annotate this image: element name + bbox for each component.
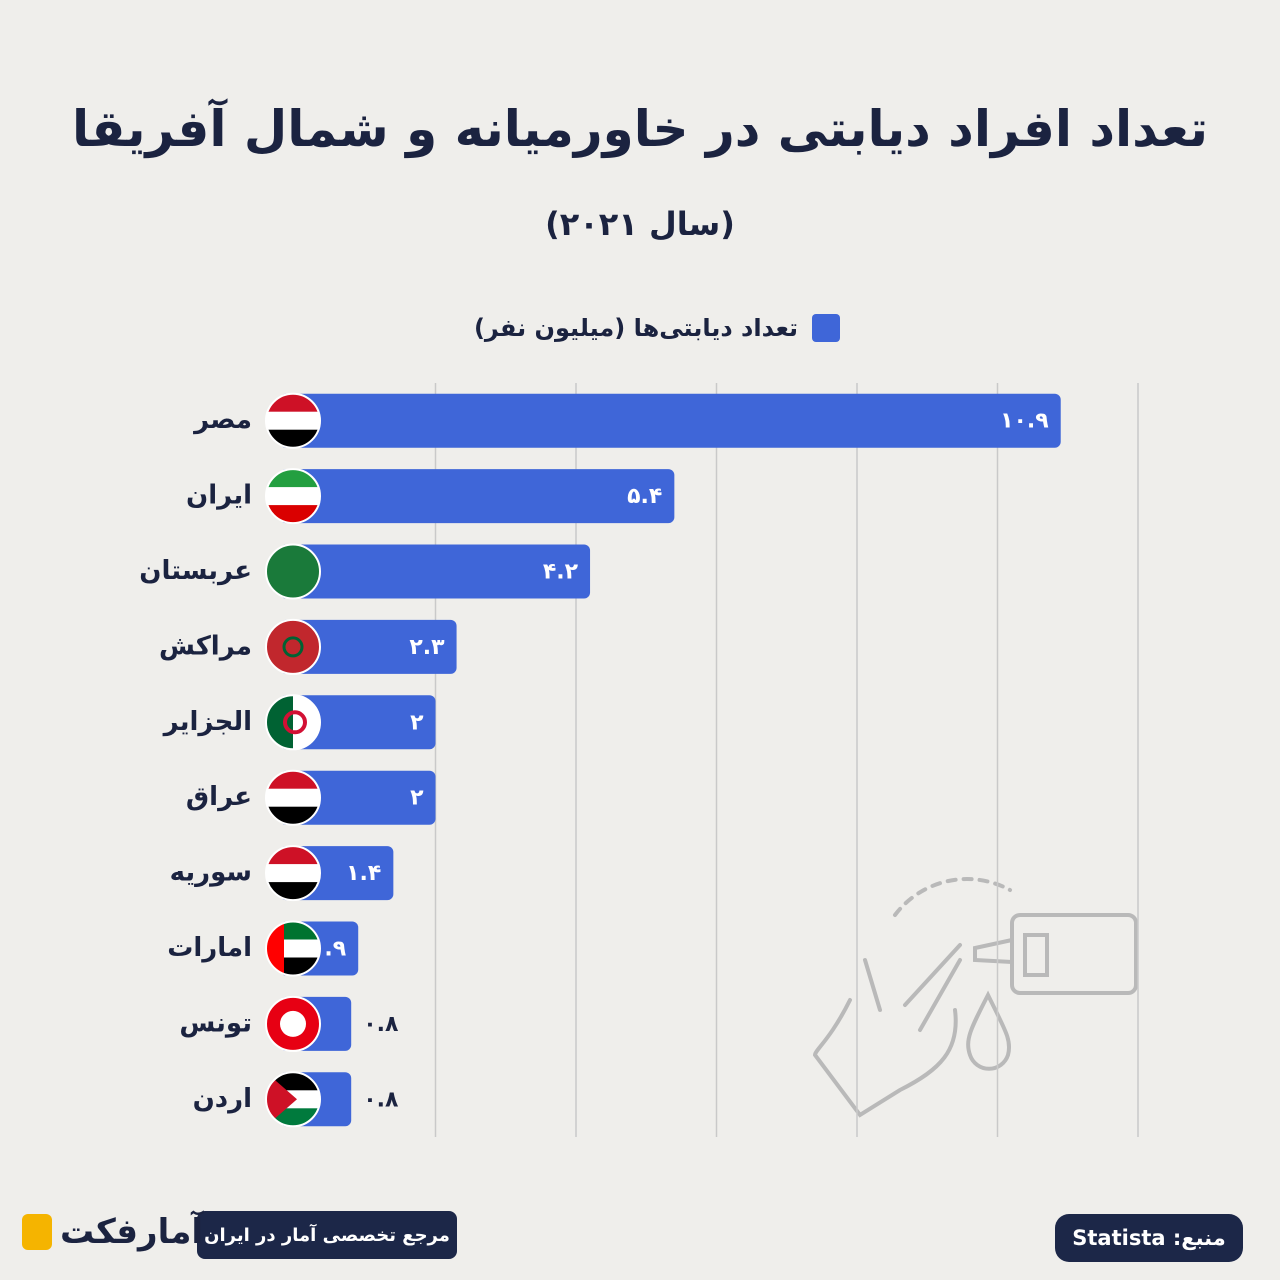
bar [280, 393, 1061, 448]
flag-part [282, 636, 304, 658]
y-tick-label: الجزایر [162, 707, 252, 737]
y-tick-label: مصر [192, 405, 252, 435]
flag-part [266, 469, 320, 489]
y-tick-label: مراکش [159, 631, 252, 661]
y-tick-label: سوریه [170, 858, 252, 888]
chart-title: تعداد افراد دیابتی در خاورمیانه و شمال آ… [71, 100, 1209, 158]
legend: تعداد دیابتی‌ها (میلیون نفر) [474, 314, 840, 342]
value-label: ۲.۳ [409, 635, 445, 660]
bar [280, 469, 675, 524]
y-tick-label: تونس [179, 1008, 252, 1038]
bar [280, 695, 436, 750]
flag-part [266, 619, 320, 674]
flag-ring [265, 995, 321, 1052]
flag [266, 996, 320, 1051]
flag-part [266, 393, 320, 413]
y-tick-label: ایران [186, 481, 252, 511]
flag-ring [265, 920, 321, 977]
chart-subtitle: (سال ۲۰۲۱) [545, 205, 735, 243]
flag-ring [265, 543, 321, 600]
flag-ring [265, 694, 321, 751]
brand-icon [22, 1214, 52, 1250]
flag-part [266, 1072, 297, 1127]
flag-part [266, 770, 320, 790]
value-label: ۲ [410, 786, 424, 811]
flag-part [266, 864, 320, 884]
value-label: ۴.۲ [543, 560, 579, 585]
brand-logo: آمارفکت [22, 1212, 203, 1252]
flag-ring [265, 468, 321, 525]
flag-part [266, 411, 320, 431]
flag-part [266, 487, 320, 507]
flag-ring [265, 392, 321, 449]
flag-ring [265, 769, 321, 826]
flag [266, 770, 320, 825]
bar [280, 770, 436, 825]
flag [266, 1072, 320, 1127]
value-label: ۲ [410, 710, 424, 735]
flag [266, 619, 320, 674]
bar [280, 544, 591, 599]
value-label: ۱۰.۹ [1000, 409, 1049, 434]
brand-tagline: مرجع تخصصی آمار در ایران [197, 1211, 457, 1259]
flag-part [266, 695, 293, 750]
value-label: ۰.۸ [363, 1012, 399, 1037]
value-label: ۱.۴ [346, 861, 381, 886]
value-label: ۰.۸ [363, 1087, 399, 1112]
source: منبع: Statista [1055, 1214, 1243, 1262]
y-tick-label: عراق [186, 782, 252, 812]
legend-label: تعداد دیابتی‌ها (میلیون نفر) [473, 314, 798, 342]
flag-ring [265, 1071, 321, 1128]
flag-part [280, 1010, 306, 1037]
bar [280, 619, 457, 674]
flag-ring [265, 845, 321, 902]
flag [266, 469, 320, 524]
y-tick-label: اردن [193, 1084, 252, 1114]
flag [266, 544, 320, 599]
flag-ring [265, 618, 321, 675]
flag-part [266, 846, 320, 866]
flag-part [283, 710, 307, 735]
value-label: ۵.۴ [627, 484, 662, 509]
flag-part [266, 544, 320, 599]
flag-part [266, 788, 320, 808]
legend-swatch [812, 314, 840, 342]
brand-name: آمارفکت [60, 1212, 204, 1252]
y-tick-label: امارات [167, 933, 252, 963]
y-tick-label: عربستان [139, 556, 252, 586]
hand-illustration [812, 877, 1138, 1118]
